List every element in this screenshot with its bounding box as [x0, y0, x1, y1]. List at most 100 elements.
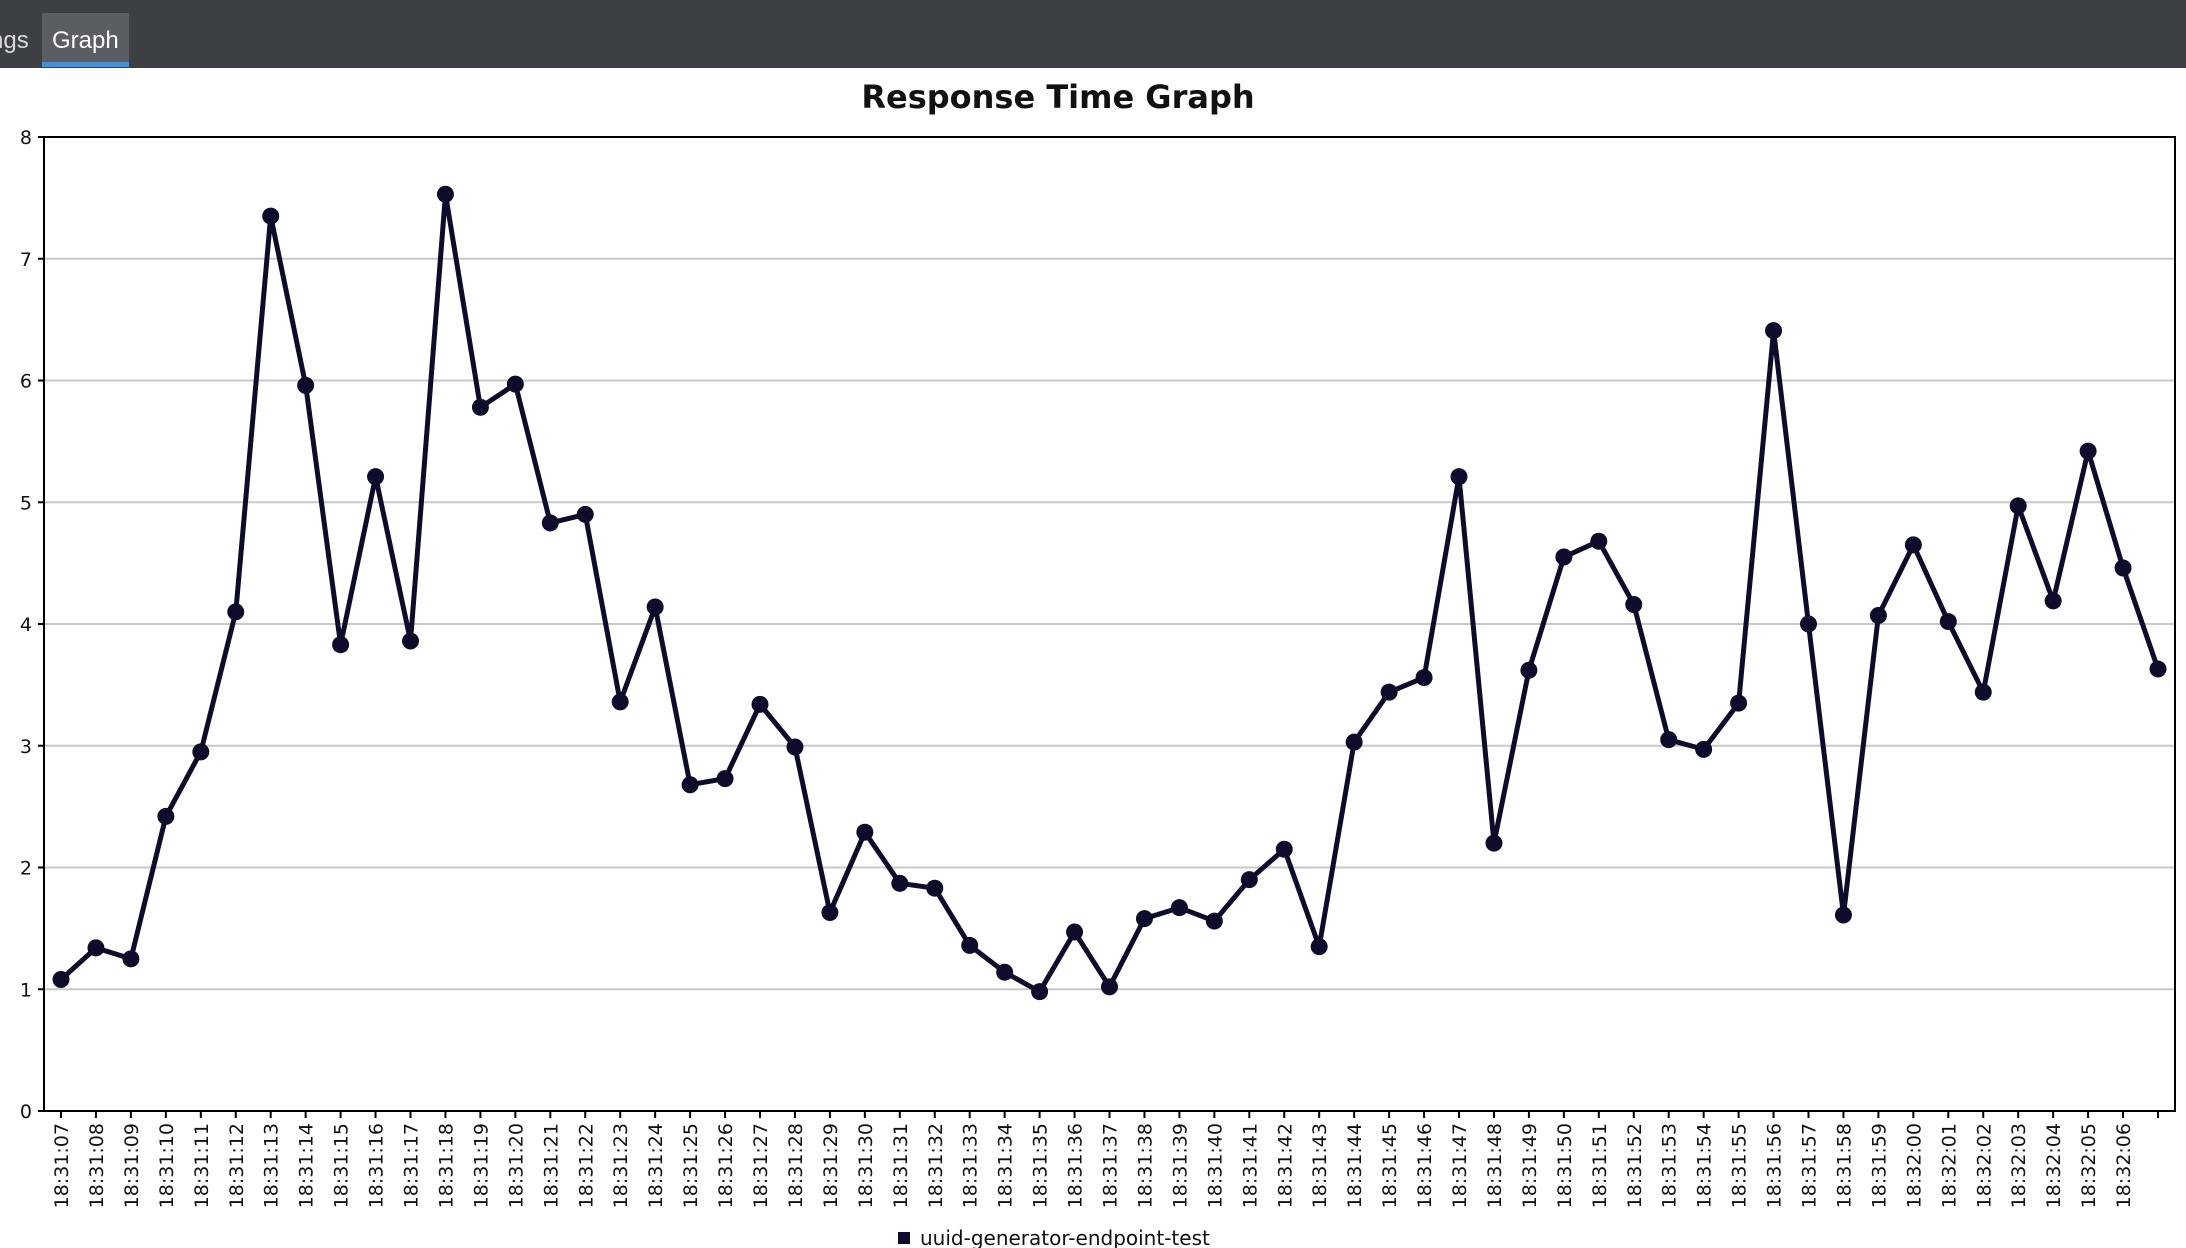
data-point	[611, 693, 629, 711]
data-point	[157, 807, 175, 825]
x-tick-label: 18:32:06	[2113, 1123, 2135, 1208]
data-point	[1066, 923, 1084, 941]
x-tick-label: 18:31:07	[51, 1123, 73, 1208]
x-tick-label: 18:31:44	[1344, 1123, 1366, 1208]
x-tick-label: 18:31:41	[1239, 1123, 1261, 1208]
x-tick-label: 18:31:36	[1065, 1123, 1087, 1208]
data-point	[1765, 322, 1783, 340]
x-tick-label: 18:31:17	[401, 1123, 423, 1208]
data-point	[1834, 906, 1852, 924]
data-point	[471, 398, 489, 416]
y-tick-label: 2	[20, 858, 32, 880]
x-tick-label: 18:32:02	[1973, 1123, 1995, 1208]
data-point	[1240, 871, 1258, 889]
data-point	[1450, 468, 1468, 486]
data-point	[786, 738, 804, 756]
x-tick-label: 18:31:28	[785, 1123, 807, 1208]
data-point	[1974, 683, 1992, 701]
data-point	[297, 376, 315, 394]
data-point	[262, 207, 280, 225]
data-point	[1625, 596, 1643, 614]
x-tick-label: 18:31:25	[680, 1123, 702, 1208]
x-tick-label: 18:31:51	[1589, 1123, 1611, 1208]
data-point	[856, 823, 874, 841]
data-point	[681, 776, 699, 794]
data-point	[1800, 615, 1817, 633]
x-tick-label: 18:31:22	[575, 1123, 597, 1208]
data-point	[541, 514, 559, 532]
data-point	[821, 904, 839, 922]
x-tick-label: 18:31:08	[86, 1123, 108, 1208]
x-tick-label: 18:31:48	[1484, 1123, 1506, 1208]
data-point	[2044, 592, 2062, 610]
data-point	[926, 879, 944, 897]
x-tick-label: 18:31:19	[470, 1123, 492, 1208]
x-tick-label: 18:31:45	[1379, 1123, 1401, 1208]
x-tick-label: 18:31:26	[715, 1123, 737, 1208]
legend: uuid-generator-endpoint-test	[898, 1226, 1210, 1248]
x-tick-label: 18:31:55	[1729, 1123, 1751, 1208]
data-point	[1135, 910, 1153, 928]
x-tick-label: 18:31:47	[1449, 1123, 1471, 1208]
data-point	[751, 695, 769, 713]
x-tick-label: 18:31:16	[366, 1123, 388, 1208]
x-tick-label: 18:32:05	[2078, 1123, 2100, 1208]
data-point	[2149, 660, 2167, 678]
chart-title: Response Time Graph	[861, 78, 1254, 116]
data-point	[1415, 669, 1433, 687]
plot-area	[43, 136, 2176, 1112]
data-point	[996, 963, 1014, 981]
legend-label: uuid-generator-endpoint-test	[920, 1226, 1210, 1248]
x-tick-label: 18:31:23	[610, 1123, 632, 1208]
data-point	[2009, 497, 2027, 515]
x-tick-label: 18:31:57	[1799, 1123, 1821, 1208]
x-tick-label: 18:31:53	[1659, 1123, 1681, 1208]
x-tick-label: 18:31:52	[1624, 1123, 1646, 1208]
data-point	[1660, 731, 1678, 749]
data-point	[1939, 613, 1957, 631]
x-tick-label: 18:31:13	[261, 1123, 283, 1208]
y-tick-label: 8	[20, 127, 32, 149]
data-point	[192, 743, 210, 761]
data-point	[367, 468, 385, 486]
data-point	[1170, 899, 1188, 917]
x-tick-label: 18:31:33	[960, 1123, 982, 1208]
x-tick-label: 18:31:32	[925, 1123, 947, 1208]
legend-swatch	[898, 1232, 910, 1244]
x-tick-label: 18:31:34	[995, 1123, 1017, 1208]
x-tick-label: 18:31:50	[1554, 1123, 1576, 1208]
x-tick-label: 18:31:58	[1833, 1123, 1855, 1208]
data-point	[576, 505, 594, 523]
x-tick-label: 18:31:20	[505, 1123, 527, 1208]
data-point	[227, 603, 245, 621]
x-tick-label: 18:31:42	[1274, 1123, 1296, 1208]
x-tick-label: 18:31:49	[1519, 1123, 1541, 1208]
tab-settings[interactable]: ngs	[0, 27, 29, 54]
data-point	[87, 939, 105, 957]
data-point	[1275, 840, 1293, 858]
x-tick-label: 18:31:38	[1134, 1123, 1156, 1208]
x-tick-label: 18:31:37	[1100, 1123, 1122, 1208]
x-tick-label: 18:31:59	[1868, 1123, 1890, 1208]
x-tick-label: 18:31:10	[156, 1123, 178, 1208]
x-tick-label: 18:32:03	[2008, 1123, 2030, 1208]
y-tick-label: 7	[20, 249, 32, 271]
data-point	[2079, 442, 2097, 460]
x-tick-label: 18:32:00	[1903, 1123, 1925, 1208]
data-point	[122, 950, 140, 968]
data-point	[1101, 978, 1118, 996]
x-tick-label: 18:31:18	[435, 1123, 457, 1208]
x-tick-label: 18:31:56	[1764, 1123, 1786, 1208]
x-tick-label: 18:31:39	[1169, 1123, 1191, 1208]
data-point	[1310, 938, 1328, 956]
data-point	[716, 770, 734, 788]
tab-graph[interactable]: Graph	[42, 13, 129, 67]
y-tick-label: 0	[20, 1101, 32, 1123]
data-point	[2114, 559, 2132, 577]
x-tick-label: 18:31:09	[121, 1123, 143, 1208]
x-tick-label: 18:31:14	[296, 1123, 318, 1208]
x-tick-label: 18:31:40	[1204, 1123, 1226, 1208]
data-point	[1590, 532, 1608, 550]
x-tick-label: 18:31:31	[890, 1123, 912, 1208]
data-point	[1031, 983, 1049, 1001]
